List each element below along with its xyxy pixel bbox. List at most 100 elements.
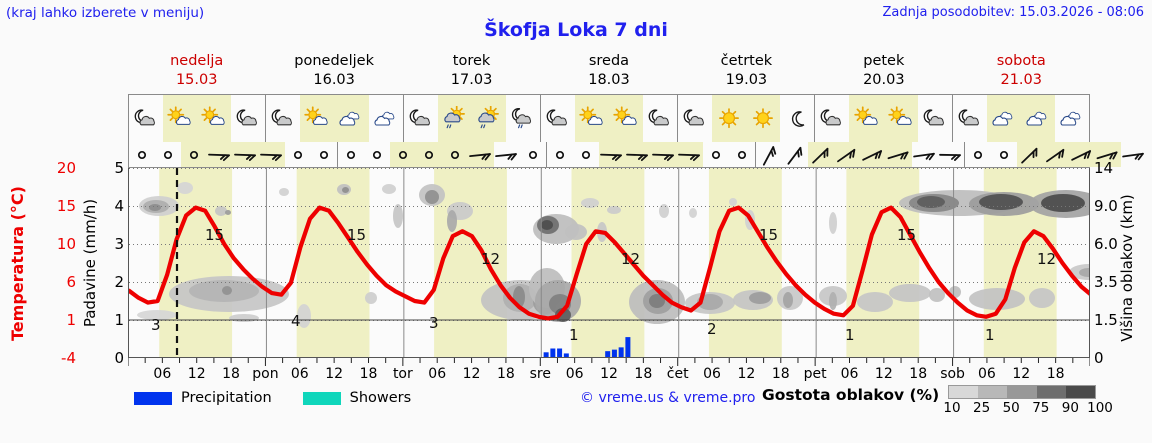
x-tick-label: 06	[703, 366, 721, 382]
tick-label: 14	[1094, 159, 1114, 177]
wind-day-1	[338, 142, 547, 167]
tick-label: 1	[66, 311, 76, 329]
x-tick-label: 12	[737, 366, 756, 382]
copyright-link[interactable]: © vreme.us & vreme.pro	[580, 390, 756, 406]
wind-barb	[677, 142, 703, 167]
last-updated-label: Zadnja posodobitev: 15.03.2026 - 08:06	[882, 5, 1144, 20]
day-header-3: sreda 18.03	[540, 52, 677, 92]
wind-barb	[938, 142, 964, 167]
tick-label: 1	[114, 311, 124, 329]
x-axis-ticks	[128, 358, 1090, 366]
x-tick-label: pet	[803, 366, 827, 382]
wind-day-0	[129, 142, 338, 167]
x-tick-label: pon	[252, 366, 279, 382]
tick-label: 9.0	[1094, 197, 1118, 215]
wind-barb	[756, 142, 782, 167]
tick-label: 20	[56, 159, 76, 177]
day-name: četrtek	[720, 53, 773, 69]
day-date: 18.03	[588, 72, 630, 88]
tick-label: 0	[114, 349, 124, 367]
wind-barb	[625, 142, 651, 167]
sun-cloud-icon	[300, 95, 335, 142]
icon-day-3	[541, 95, 679, 142]
day-date: 20.03	[863, 72, 905, 88]
x-tick-label: 06	[978, 366, 996, 382]
tick-label: 6.0	[1094, 235, 1118, 253]
colorbar-segment	[949, 386, 979, 398]
wind-barb	[573, 142, 599, 167]
colorbar-tick-label: 50	[1002, 400, 1020, 416]
icon-day-0	[129, 95, 267, 142]
day-date: 19.03	[725, 72, 768, 88]
x-tick-label: 18	[359, 366, 378, 382]
moon-cloud-icon	[404, 95, 438, 142]
day-name: torek	[452, 53, 491, 69]
wind-barb	[912, 142, 938, 167]
day-date: 16.03	[313, 72, 355, 88]
cloudy-icon	[986, 95, 1021, 142]
x-tick-label: čet	[666, 366, 689, 382]
x-tick-label: sre	[529, 366, 551, 382]
day-header-2: torek 17.03	[403, 52, 540, 92]
precipitation-legend-label: Precipitation	[181, 390, 272, 406]
cloud-density-colorbar-labels: 10 25 50 75 90 100	[940, 400, 1113, 418]
icon-day-6	[953, 95, 1089, 142]
x-tick-label: 06	[840, 366, 859, 382]
icon-day-5	[815, 95, 953, 142]
weather-icon-band	[128, 94, 1090, 142]
wind-barb	[1043, 142, 1069, 167]
series-legend: Precipitation Showers	[134, 388, 411, 408]
colorbar-tick-label: 25	[973, 400, 991, 416]
wind-barb	[442, 142, 468, 167]
colorbar-tick-label: 90	[1061, 400, 1079, 416]
x-tick-label: 12	[187, 366, 206, 382]
day-name: ponedeljek	[294, 53, 374, 69]
moon-icon	[780, 95, 814, 142]
sun-cloud-icon	[574, 95, 609, 142]
day-headers: nedelja 15.03 ponedeljek 16.03 torek 17.03 sre…	[128, 52, 1090, 92]
day-name: petek	[863, 53, 905, 69]
cloudy-icon	[1055, 95, 1089, 142]
wind-barb	[259, 142, 285, 167]
tick-label: 1.5	[1094, 311, 1118, 329]
forecast-plot: 3 15 4 15 3 12 1 12 2 15 1 15 1 12	[128, 168, 1090, 358]
day-name: sobota	[996, 53, 1046, 69]
colorbar-tick-label: 10	[943, 400, 961, 416]
x-tick-label: 18	[771, 366, 790, 382]
sun-cloud-drizzle-icon	[471, 95, 506, 142]
day-header-4: četrtek 19.03	[678, 52, 815, 92]
wind-day-3	[756, 142, 965, 167]
wind-barb	[1121, 142, 1147, 167]
svg-text:12: 12	[1037, 250, 1056, 268]
precipitation-swatch	[134, 391, 172, 405]
sun-cloud-icon	[609, 95, 644, 142]
svg-text:1: 1	[985, 326, 995, 344]
x-tick-label: 12	[600, 366, 618, 382]
colorbar-tick-label: 100	[1087, 400, 1113, 416]
x-tick-label: 06	[290, 366, 309, 382]
cloudy-icon	[1020, 95, 1055, 142]
wind-day-2	[547, 142, 756, 167]
x-tick-label: 12	[462, 366, 481, 382]
wind-barb	[703, 142, 729, 167]
wind-barb	[886, 142, 912, 167]
tick-label: 5	[114, 159, 124, 177]
precipitation-tick-labels: 5 4 3 2 1 0	[104, 159, 124, 367]
day-name: sreda	[588, 53, 630, 69]
icon-day-2	[404, 95, 541, 142]
x-tick-label: 06	[153, 366, 172, 382]
moon-cloud-icon	[918, 95, 952, 142]
x-tick-label: 12	[325, 366, 344, 382]
x-axis-labels: 06 12 18 pon 06 12 18 tor 06 12 18 sre 06 12 18 čet 06 12…	[128, 366, 1090, 384]
cloudy-icon	[334, 95, 369, 142]
showers-swatch	[302, 391, 341, 405]
x-tick-label: 06	[565, 366, 584, 382]
colorbar-segment	[1065, 386, 1096, 398]
temperature-tick-labels: 20 15 10 6 1 -4	[36, 159, 76, 367]
tick-label: 15	[56, 197, 76, 215]
moon-cloud-icon	[678, 95, 712, 142]
sun-icon	[746, 95, 781, 142]
moon-cloud-icon	[266, 95, 300, 142]
wind-barb	[416, 142, 442, 167]
